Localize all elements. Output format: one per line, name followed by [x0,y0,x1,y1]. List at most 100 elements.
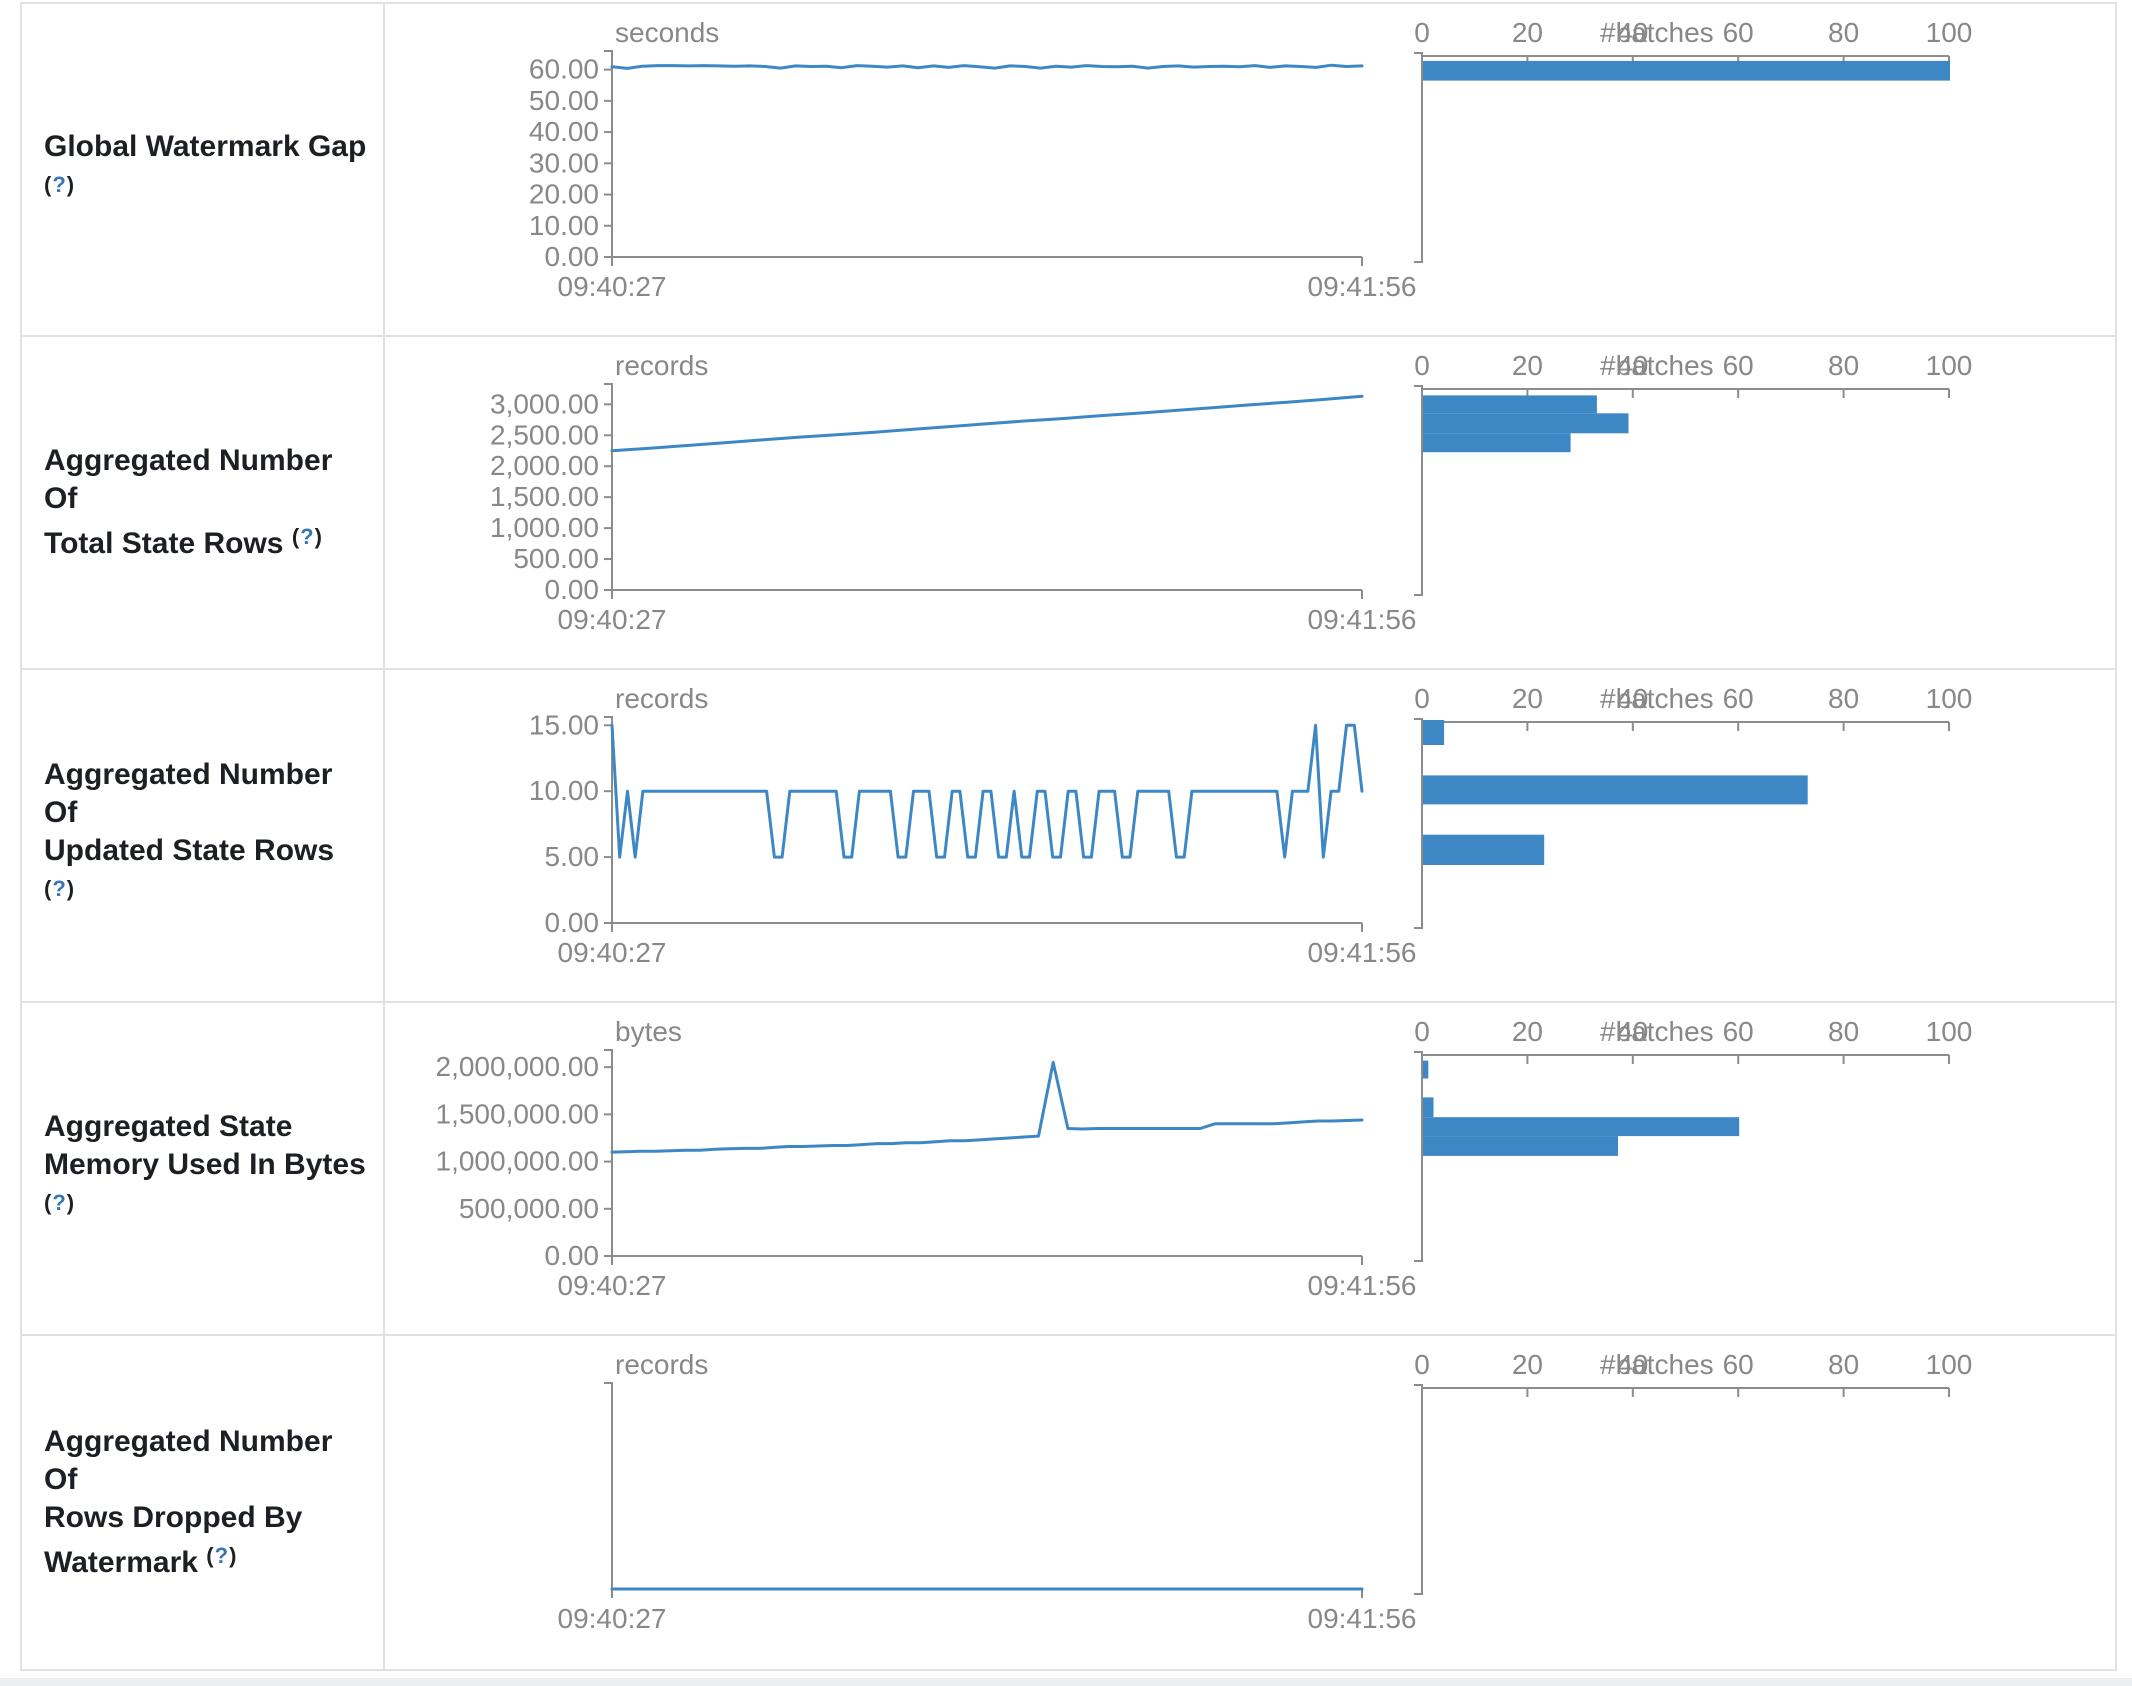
charts-cell: seconds 60.00 50.00 40.00 30.00 20.00 10.00 0.0… [385,4,2117,335]
help-badge: (?) [206,1543,238,1568]
metric-label-cell: Aggregated Number Of Rows Dropped By Wat… [22,1336,385,1669]
hist-bar [1423,1136,1618,1156]
metric-charts-svg: seconds 60.0050.0040.0030.0020.0010.000.0… [529,17,1973,302]
x-start-label: 09:40:27 [558,937,667,968]
timeline-unit-label: bytes [615,1016,682,1047]
hist-batches-label: #batches [1600,1016,1714,1047]
y-tick-label: 2,000.00 [490,450,599,481]
metric-label: Aggregated State Memory Used In Bytes (?… [44,1108,366,1229]
help-badge: (?) [291,524,323,549]
hist-y-axis [1414,1051,1423,1262]
metric-label: Aggregated Number Of Updated State Rows … [44,756,373,915]
y-tick-label: 0.00 [545,241,600,272]
hist-y-axis [1414,385,1423,596]
metric-label: Aggregated Number Of Rows Dropped By Wat… [44,1423,373,1582]
metric-charts-svg: records3,000.002,500.002,000.001,500.001… [490,350,1972,635]
timeline-unit-label: records [615,1349,708,1380]
next-section-edge [0,1678,2132,1686]
metric-label-cell: Aggregated State Memory Used In Bytes (?… [22,1003,385,1334]
hist-x-tick-label: 40 [1617,1349,1648,1380]
hist-bar [1423,60,1950,81]
x-end-label: 09:41:56 [1308,604,1417,635]
metric-label-cell: Aggregated Number Of Total State Rows (?… [22,337,385,668]
y-tick-label: 1,000.00 [490,512,599,543]
y-tick-label: 0.00 [545,574,600,605]
metric-row-total-state-rows: Aggregated Number Of Total State Rows (?… [22,337,2115,670]
metrics-table: Global Watermark Gap (?) seconds 60.00 50.… [20,2,2117,1671]
y-tick-label: 1,000,000.00 [436,1146,600,1177]
hist-x-tick-label: 40 [1617,683,1648,714]
metric-label: Aggregated Number Of Total State Rows (?… [44,442,373,563]
hist-y-axis [1414,718,1423,929]
x-end-label: 09:41:56 [1308,271,1417,302]
hist-x-tick-label: 80 [1828,17,1859,48]
hist-x-tick-label: 100 [1926,17,1973,48]
hist-x-tick-label: 20 [1512,350,1543,381]
y-tick-label: 10.00 [529,210,599,241]
help-link[interactable]: ? [52,1190,67,1215]
hist-x-tick-label: 60 [1723,350,1754,381]
y-tick-label: 60.00 [529,54,599,85]
hist-x-tick-label: 20 [1512,1349,1543,1380]
y-tick-label: 1,500.00 [490,481,599,512]
hist-x-tick-label: 60 [1723,1349,1754,1380]
hist-x-tick-label: 40 [1617,350,1648,381]
hist-x-tick-label: 0 [1414,17,1430,48]
x-end-label: 09:41:56 [1308,1603,1417,1634]
timeline-line [610,394,1364,453]
hist-batches-label: #batches [1600,17,1714,48]
y-tick-label: 500,000.00 [459,1193,599,1224]
hist-bar [1423,1060,1429,1079]
help-badge: (?) [44,1190,76,1215]
y-tick-label: 3,000.00 [490,388,599,419]
metric-label-text: Aggregated Number Of Updated State Rows [44,758,335,867]
help-badge: (?) [44,876,76,901]
y-tick-label: 0.00 [545,1240,600,1271]
x-axis [611,589,1363,599]
y-axis [604,1382,613,1589]
hist-x-tick-label: 80 [1828,1349,1859,1380]
help-link[interactable]: ? [52,172,67,197]
help-link[interactable]: ? [52,876,67,901]
hist-x-tick-label: 100 [1926,1016,1973,1047]
hist-x-tick-label: 0 [1414,1349,1430,1380]
hist-x-tick-label: 40 [1617,1016,1648,1047]
metric-label-cell: Global Watermark Gap (?) [22,4,385,335]
y-axis [604,1049,613,1256]
hist-x-tick-label: 20 [1512,683,1543,714]
hist-batches-label: #batches [1600,350,1714,381]
y-tick-label: 20.00 [529,179,599,210]
hist-x-tick-label: 80 [1828,1016,1859,1047]
metric-row-updated-state-rows: Aggregated Number Of Updated State Rows … [22,670,2115,1003]
x-start-label: 09:40:27 [558,604,667,635]
y-axis [604,716,613,923]
hist-bar [1423,775,1808,805]
y-tick-label: 10.00 [529,775,599,806]
x-axis [611,256,1363,266]
y-tick-label: 1,500,000.00 [436,1098,600,1129]
y-tick-label: 40.00 [529,116,599,147]
hist-x-tick-label: 100 [1926,1349,1973,1380]
metric-label-text: Aggregated Number Of Rows Dropped By Wat… [44,1425,333,1579]
y-axis [604,50,613,257]
metric-row-global-watermark-gap: Global Watermark Gap (?) seconds 60.00 50.… [22,4,2115,337]
help-link[interactable]: ? [300,524,315,549]
x-end-label: 09:41:56 [1308,1270,1417,1301]
hist-y-axis [1414,52,1423,263]
charts-cell: records 15.00 10.00 5.00 0.00 09:40:27 09:41:5… [385,670,2117,1001]
timeline-line [610,723,1364,859]
hist-x-tick-label: 0 [1414,1016,1430,1047]
metric-label-cell: Aggregated Number Of Updated State Rows … [22,670,385,1001]
timeline-unit-label: seconds [615,17,719,48]
hist-x-tick-label: 80 [1828,350,1859,381]
help-badge: (?) [44,172,76,197]
x-start-label: 09:40:27 [558,271,667,302]
help-link[interactable]: ? [214,1543,230,1568]
hist-x-tick-label: 40 [1617,17,1648,48]
y-tick-label: 2,000,000.00 [436,1051,600,1082]
x-start-label: 09:40:27 [558,1603,667,1634]
hist-x-tick-label: 0 [1414,350,1430,381]
y-tick-label: 2,500.00 [490,419,599,450]
